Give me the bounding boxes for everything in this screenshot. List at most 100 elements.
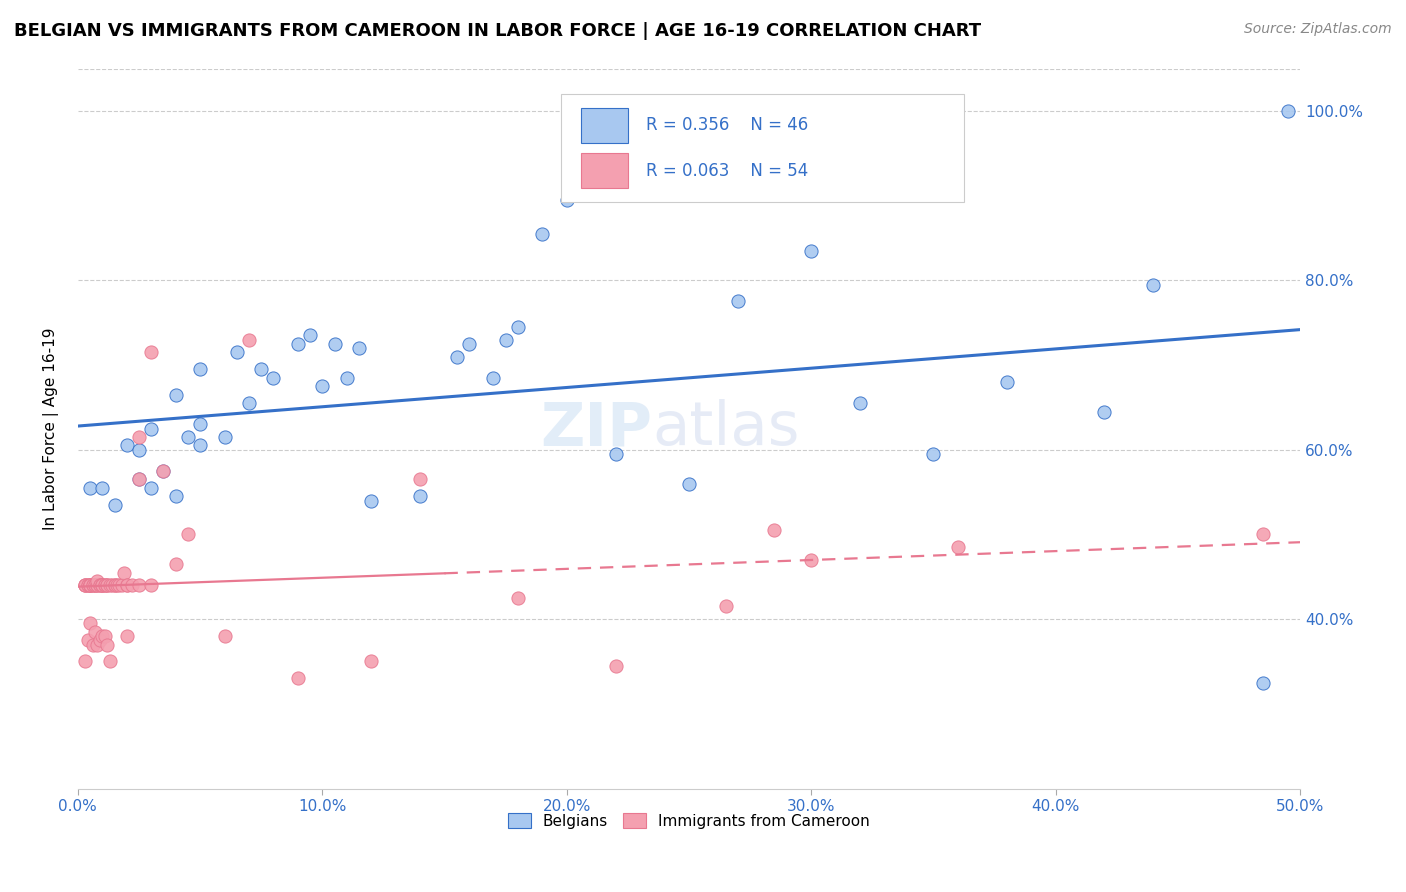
Point bbox=[75, 655, 97, 669]
Point bbox=[177, 430, 200, 444]
Point bbox=[141, 481, 163, 495]
Point bbox=[152, 464, 174, 478]
Point bbox=[605, 447, 627, 461]
Point bbox=[86, 574, 108, 588]
Bar bbox=[582, 153, 628, 188]
Point bbox=[89, 633, 111, 648]
Point bbox=[409, 489, 432, 503]
Point bbox=[91, 481, 114, 495]
Point bbox=[79, 578, 101, 592]
Point bbox=[299, 328, 322, 343]
Point bbox=[115, 578, 138, 592]
Point bbox=[82, 578, 104, 592]
Point bbox=[336, 370, 359, 384]
Point bbox=[91, 629, 114, 643]
Bar bbox=[582, 108, 628, 143]
Point bbox=[94, 629, 117, 643]
Point bbox=[1142, 277, 1164, 292]
Point bbox=[506, 591, 529, 605]
Point bbox=[262, 370, 284, 384]
Point bbox=[141, 421, 163, 435]
Point bbox=[177, 527, 200, 541]
Point bbox=[238, 333, 260, 347]
Point bbox=[678, 476, 700, 491]
Point bbox=[141, 345, 163, 359]
Point bbox=[79, 578, 101, 592]
Text: ZIP: ZIP bbox=[540, 399, 652, 458]
Point bbox=[91, 578, 114, 592]
Point bbox=[103, 498, 125, 512]
Point bbox=[409, 472, 432, 486]
Point bbox=[458, 336, 481, 351]
Point bbox=[96, 578, 118, 592]
Point bbox=[922, 447, 945, 461]
Point bbox=[75, 578, 97, 592]
Text: R = 0.356    N = 46: R = 0.356 N = 46 bbox=[647, 116, 808, 135]
Point bbox=[287, 672, 309, 686]
Point bbox=[75, 578, 97, 592]
Point bbox=[101, 578, 124, 592]
Point bbox=[76, 578, 98, 592]
Point bbox=[121, 578, 143, 592]
Point bbox=[188, 362, 211, 376]
Point bbox=[103, 578, 125, 592]
Point bbox=[76, 633, 98, 648]
Point bbox=[98, 655, 121, 669]
Point bbox=[89, 578, 111, 592]
Y-axis label: In Labor Force | Age 16-19: In Labor Force | Age 16-19 bbox=[44, 327, 59, 530]
Point bbox=[1277, 103, 1299, 118]
Point bbox=[323, 336, 346, 351]
Point bbox=[727, 294, 749, 309]
Point bbox=[128, 430, 150, 444]
Point bbox=[115, 438, 138, 452]
Point bbox=[86, 578, 108, 592]
Point bbox=[311, 379, 333, 393]
Point bbox=[165, 387, 187, 401]
Point bbox=[94, 578, 117, 592]
Point bbox=[360, 655, 382, 669]
Point bbox=[96, 638, 118, 652]
Point bbox=[128, 578, 150, 592]
Point bbox=[165, 557, 187, 571]
Point bbox=[84, 624, 107, 639]
Point bbox=[165, 489, 187, 503]
FancyBboxPatch shape bbox=[561, 94, 965, 202]
Point bbox=[128, 442, 150, 457]
Point bbox=[84, 578, 107, 592]
Point bbox=[1094, 404, 1116, 418]
Point bbox=[141, 578, 163, 592]
Point bbox=[714, 599, 737, 614]
Point bbox=[128, 472, 150, 486]
Point bbox=[84, 578, 107, 592]
Point bbox=[1253, 527, 1275, 541]
Text: BELGIAN VS IMMIGRANTS FROM CAMEROON IN LABOR FORCE | AGE 16-19 CORRELATION CHART: BELGIAN VS IMMIGRANTS FROM CAMEROON IN L… bbox=[14, 22, 981, 40]
Point bbox=[79, 481, 101, 495]
Point bbox=[214, 629, 236, 643]
Point bbox=[800, 553, 823, 567]
Point bbox=[347, 341, 370, 355]
Point bbox=[495, 333, 517, 347]
Point bbox=[79, 578, 101, 592]
Point bbox=[800, 244, 823, 258]
Point bbox=[152, 464, 174, 478]
Point bbox=[946, 540, 969, 554]
Point bbox=[79, 578, 101, 592]
Point bbox=[531, 227, 554, 241]
Point bbox=[91, 578, 114, 592]
Point bbox=[115, 578, 138, 592]
Point bbox=[112, 566, 135, 580]
Point bbox=[86, 638, 108, 652]
Point bbox=[849, 396, 872, 410]
Point bbox=[995, 375, 1018, 389]
Point bbox=[82, 638, 104, 652]
Point bbox=[91, 578, 114, 592]
Point bbox=[605, 658, 627, 673]
Point bbox=[76, 578, 98, 592]
Point bbox=[89, 578, 111, 592]
Point bbox=[214, 430, 236, 444]
Point bbox=[250, 362, 273, 376]
Point bbox=[482, 370, 505, 384]
Point bbox=[446, 350, 468, 364]
Point bbox=[115, 629, 138, 643]
Point bbox=[75, 578, 97, 592]
